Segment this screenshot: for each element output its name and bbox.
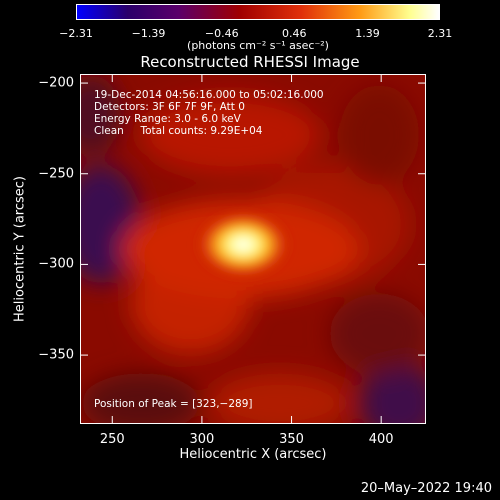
peak-source <box>195 210 291 279</box>
x-axis-label: Heliocentric X (arcsec) <box>179 447 327 462</box>
colorbar-tick-label: 1.39 <box>355 27 380 40</box>
y-tick-label: −250 <box>38 166 74 182</box>
x-tick-label: 250 <box>99 432 125 447</box>
colorbar-tick-label: −1.39 <box>131 27 166 40</box>
colorbar-tick-label: 2.31 <box>427 27 453 40</box>
y-tick-label: −350 <box>38 347 74 363</box>
annotation-energy-range: Energy Range: 3.0 - 6.0 keV <box>94 113 241 125</box>
chart-title: Reconstructed RHESSI Image <box>140 53 360 71</box>
heatmap-plot <box>80 74 426 424</box>
peak-position-label: Position of Peak = [323,−289] <box>94 398 253 410</box>
timestamp: 20–May–2022 19:40 <box>360 481 492 496</box>
heatmap-noise <box>81 75 425 423</box>
annotation-time-range: 19-Dec-2014 04:56:16.000 to 05:02:16.000 <box>94 89 324 101</box>
colorbar <box>76 4 440 20</box>
annotation-detectors: Detectors: 3F 6F 7F 9F, Att 0 <box>94 101 245 113</box>
colorbar-tick-label: −0.46 <box>204 27 239 40</box>
colorbar-unit-label: (photons cm⁻² s⁻¹ asec⁻²) <box>187 39 329 52</box>
x-tick-label: 350 <box>279 432 304 447</box>
y-axis-label: Heliocentric Y (arcsec) <box>12 176 28 322</box>
colorbar-tick-label: 0.46 <box>281 27 307 40</box>
y-tick-label: −200 <box>38 75 74 91</box>
annotation-total-counts: Clean Total counts: 9.29E+04 <box>94 125 263 137</box>
x-tick-label: 300 <box>189 432 215 447</box>
x-tick-label: 400 <box>368 432 394 447</box>
colorbar-tick-label: −2.31 <box>59 27 93 40</box>
y-tick-label: −300 <box>38 256 74 272</box>
